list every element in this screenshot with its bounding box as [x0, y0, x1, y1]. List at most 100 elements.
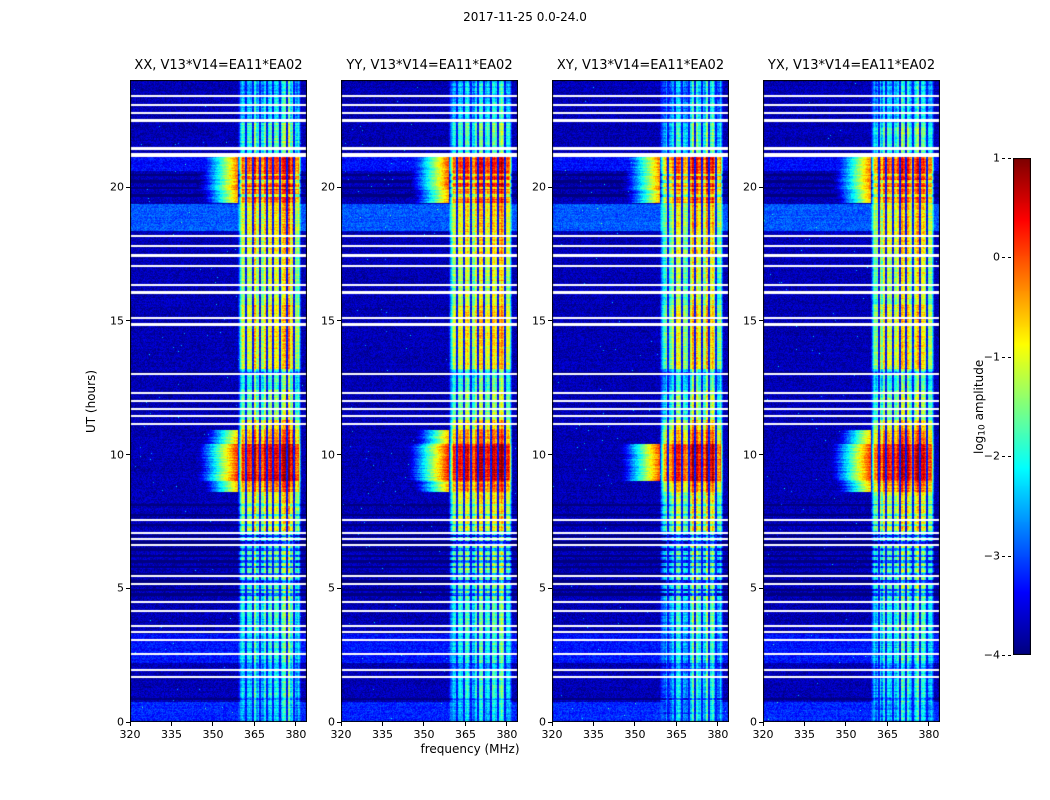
x-tick-label: 380: [918, 728, 940, 741]
y-tick: [126, 186, 130, 188]
x-tick: [253, 722, 255, 726]
x-tick-label: 350: [835, 728, 857, 741]
panel-title: XX, V13*V14=EA11*EA02: [134, 58, 303, 73]
y-tick-label: 10: [321, 448, 335, 461]
y-tick: [759, 320, 763, 322]
y-tick: [548, 186, 552, 188]
colorbar-label-post: amplitude: [972, 359, 986, 424]
y-tick: [337, 721, 341, 723]
x-axis-label: frequency (MHz): [420, 742, 520, 756]
colorbar-tick: [1002, 158, 1011, 159]
y-tick-label: 20: [110, 180, 124, 194]
x-tick-label: 350: [413, 728, 435, 741]
colorbar-tick: [1002, 555, 1011, 557]
heatmap-canvas: [763, 80, 940, 722]
x-tick-label: 335: [582, 728, 604, 741]
x-tick-label: 365: [876, 728, 898, 741]
y-tick-label: 15: [321, 314, 335, 328]
x-tick-label: 365: [665, 728, 687, 741]
x-tick: [170, 722, 172, 726]
panel-title: YY, V13*V14=EA11*EA02: [346, 58, 513, 73]
colorbar-tick-label: 0: [993, 250, 1000, 264]
y-tick: [759, 721, 763, 723]
colorbar-tick: [1002, 257, 1011, 259]
y-tick: [548, 320, 552, 322]
y-tick-label: 20: [743, 180, 757, 194]
y-tick: [337, 454, 341, 455]
x-tick: [423, 722, 425, 726]
x-tick-label: 380: [496, 728, 518, 741]
y-tick: [126, 320, 130, 322]
y-tick: [759, 186, 763, 188]
x-tick: [340, 722, 342, 726]
y-tick: [759, 454, 763, 455]
colorbar-tick-label: −3: [983, 549, 1000, 563]
x-tick: [381, 722, 383, 726]
x-tick: [551, 722, 553, 726]
colorbar-tick-label: −4: [983, 648, 1000, 662]
y-tick: [337, 320, 341, 322]
y-tick-label: 15: [110, 314, 124, 328]
y-tick: [759, 587, 763, 589]
x-tick: [886, 722, 888, 726]
x-tick-label: 380: [707, 728, 729, 741]
colorbar-tick: [1002, 456, 1011, 458]
colorbar-tick: [1002, 655, 1011, 656]
spectrogram-panel-yx: YX, V13*V14=EA11*EA02 320 335 350 365 380 0 5 10…: [743, 58, 940, 741]
colorbar-gradient: [1013, 158, 1031, 655]
y-tick: [548, 721, 552, 723]
y-tick: [126, 454, 130, 455]
y-tick: [337, 587, 341, 589]
y-tick-label: 20: [532, 180, 546, 194]
x-tick-label: 320: [330, 728, 352, 741]
y-tick-label: 0: [117, 715, 124, 729]
colorbar-label: log10 amplitude: [972, 158, 987, 655]
y-tick-label: 5: [117, 581, 124, 595]
colorbar-tick-label: −2: [983, 449, 1000, 463]
x-tick: [928, 722, 930, 726]
spectrogram-panel-xx: XX, V13*V14=EA11*EA02 320 335 350 365 380 0 5 10…: [110, 58, 307, 741]
y-tick-label: 5: [328, 581, 335, 595]
colorbar-tick-label: 1: [993, 151, 1000, 165]
x-tick: [762, 722, 764, 726]
y-tick: [126, 721, 130, 723]
x-tick-label: 350: [624, 728, 646, 741]
x-tick-label: 335: [793, 728, 815, 741]
colorbar-label-sub: 10: [977, 423, 988, 436]
y-tick-label: 20: [321, 180, 335, 194]
colorbar-tick-label: −1: [983, 350, 1000, 364]
x-tick: [464, 722, 466, 726]
heatmap-canvas: [341, 80, 518, 722]
x-tick: [212, 722, 214, 726]
heatmap-canvas: [130, 80, 307, 722]
y-tick-label: 10: [532, 448, 546, 461]
y-tick-label: 5: [539, 581, 546, 595]
y-tick-label: 0: [328, 715, 335, 729]
x-tick-label: 380: [285, 728, 307, 741]
y-tick-label: 0: [539, 715, 546, 729]
x-tick-label: 335: [160, 728, 182, 741]
x-tick: [634, 722, 636, 726]
x-tick: [129, 722, 131, 726]
y-tick: [548, 454, 552, 455]
figure-title: 2017-11-25 0.0-24.0: [463, 10, 587, 24]
x-tick-label: 365: [243, 728, 265, 741]
y-tick: [126, 587, 130, 589]
spectrogram-panel-xy: XY, V13*V14=EA11*EA02 320 335 350 365 380 0 5 10…: [532, 58, 729, 741]
panel-title: XY, V13*V14=EA11*EA02: [556, 58, 725, 73]
x-tick: [803, 722, 805, 726]
y-tick-label: 0: [750, 715, 757, 729]
x-tick-label: 320: [752, 728, 774, 741]
y-tick: [337, 186, 341, 188]
y-tick: [548, 587, 552, 589]
y-tick-label: 15: [532, 314, 546, 328]
y-tick-label: 10: [110, 448, 124, 461]
x-tick-label: 350: [202, 728, 224, 741]
x-tick-label: 320: [541, 728, 563, 741]
x-tick: [717, 722, 719, 726]
y-tick-label: 10: [743, 448, 757, 461]
x-tick-label: 335: [371, 728, 393, 741]
panel-title: YX, V13*V14=EA11*EA02: [767, 58, 936, 73]
